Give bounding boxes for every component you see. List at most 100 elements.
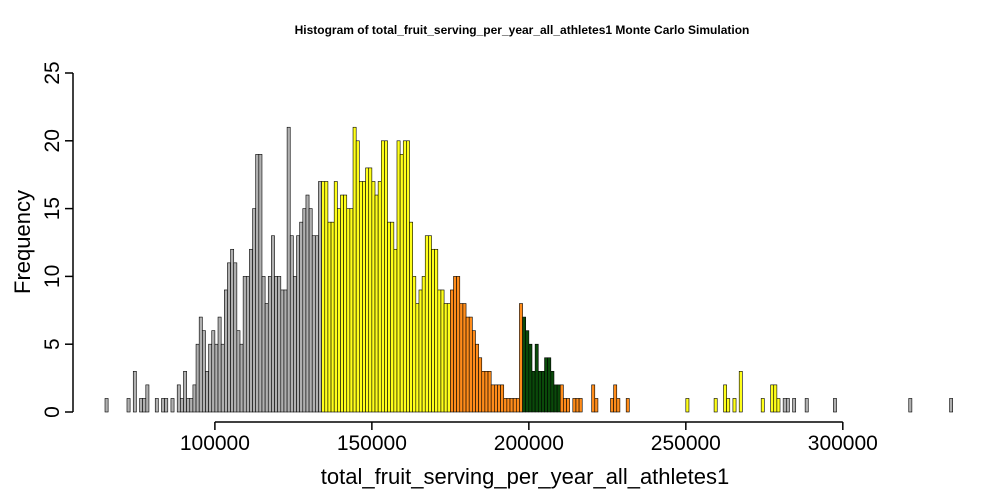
histogram-bar — [396, 140, 401, 413]
histogram-bar — [515, 398, 520, 413]
y-tick-label: 10 — [41, 265, 64, 288]
histogram-bar — [154, 398, 159, 413]
histogram-bar — [220, 343, 225, 413]
histogram-bar — [371, 181, 376, 413]
histogram-bar — [349, 208, 354, 413]
histogram-bar — [465, 316, 470, 413]
histogram-bar — [446, 303, 451, 413]
histogram-bar — [277, 276, 282, 413]
histogram-bar — [434, 248, 439, 413]
histogram-bar — [908, 398, 913, 413]
histogram-bar — [773, 384, 778, 413]
histogram-bar — [327, 221, 332, 413]
histogram-bar — [553, 384, 558, 413]
histogram-bar — [402, 140, 407, 413]
y-axis: 0 5 10 15 20 25 — [41, 61, 74, 418]
histogram-bar — [302, 208, 307, 413]
histogram-bar — [544, 357, 548, 413]
histogram-bar — [497, 384, 501, 413]
histogram-bar — [478, 357, 483, 413]
y-tick-label: 5 — [41, 338, 64, 350]
histogram-bar — [393, 248, 398, 413]
histogram-bar — [437, 289, 442, 413]
histogram-bar — [409, 221, 413, 413]
histogram-bar — [230, 248, 235, 413]
histogram-bar — [566, 398, 570, 413]
histogram-bar — [472, 330, 476, 413]
histogram-bar — [738, 371, 743, 413]
histogram-bar — [528, 343, 533, 413]
histogram-bar — [575, 398, 580, 413]
histogram-bar — [792, 398, 797, 413]
histogram-bar — [362, 181, 366, 413]
y-tick-label: 25 — [41, 61, 64, 84]
histogram-bar — [205, 371, 209, 413]
x-tick-label: 300000 — [808, 432, 878, 455]
histogram-bar — [192, 384, 197, 413]
histogram-bar — [126, 398, 131, 413]
histogram-bar — [352, 126, 357, 413]
histogram-bar — [685, 398, 690, 413]
histogram-bar — [713, 398, 718, 413]
histogram-bar — [311, 235, 316, 413]
x-tick-label: 250000 — [651, 432, 721, 455]
x-axis: 100000 150000 200000 250000 300000 — [180, 421, 878, 455]
histogram-bar — [563, 398, 567, 413]
histogram-bar — [296, 235, 300, 413]
histogram-bar — [487, 371, 492, 413]
histogram-bar — [616, 398, 621, 413]
histogram-bar — [578, 398, 583, 413]
histogram-bar — [315, 235, 319, 413]
histogram-bar — [804, 398, 809, 413]
histogram-bar — [245, 276, 250, 413]
histogram-bar — [500, 384, 505, 413]
histogram-bar — [456, 276, 461, 413]
histogram-bar — [255, 154, 260, 413]
histogram-bar — [164, 398, 169, 413]
histogram-bar — [443, 303, 448, 413]
histogram-bar — [305, 194, 310, 413]
histogram-bar — [770, 384, 775, 413]
y-tick-label: 0 — [41, 406, 64, 418]
histogram-bar — [490, 384, 495, 413]
histogram-bar — [556, 384, 561, 413]
histogram-bar — [613, 384, 618, 413]
y-tick-label: 20 — [41, 129, 64, 152]
histogram-bar — [346, 208, 351, 413]
histogram-bar — [512, 398, 517, 413]
histogram-bar — [132, 371, 137, 413]
histogram-bar — [308, 208, 313, 413]
histogram-bar — [519, 303, 523, 413]
histogram-bar — [525, 330, 530, 413]
histogram-bar — [390, 221, 395, 413]
histogram-bar — [833, 398, 837, 413]
x-tick-label: 100000 — [180, 432, 250, 455]
histogram-bar — [142, 398, 147, 413]
histogram-bar — [340, 194, 344, 413]
histogram-bar — [333, 181, 338, 413]
histogram-bar — [145, 384, 150, 413]
histogram-bar — [293, 276, 297, 413]
histogram-bar — [399, 154, 404, 413]
x-tick-label: 150000 — [337, 432, 407, 455]
histogram-bar — [732, 398, 737, 413]
y-axis-label: Frequency — [10, 190, 35, 294]
histogram-bar — [170, 398, 175, 413]
histogram-bar — [224, 289, 228, 413]
histogram-bar — [459, 303, 464, 413]
histogram-bar — [176, 384, 181, 413]
histogram-bar — [365, 167, 370, 413]
histogram-bar — [610, 398, 614, 413]
histogram-bar — [509, 398, 514, 413]
histogram-bar — [415, 303, 420, 413]
histogram-bar — [324, 181, 329, 413]
histogram-bar — [274, 276, 278, 413]
histogram-bar — [242, 276, 247, 413]
histogram-bar — [625, 398, 630, 413]
histogram-bar — [503, 398, 508, 413]
histogram-bar — [161, 398, 165, 413]
histogram-bar — [591, 384, 596, 413]
histogram-bar — [343, 194, 348, 413]
histogram-bar — [368, 167, 373, 413]
histogram-bar — [330, 221, 335, 413]
